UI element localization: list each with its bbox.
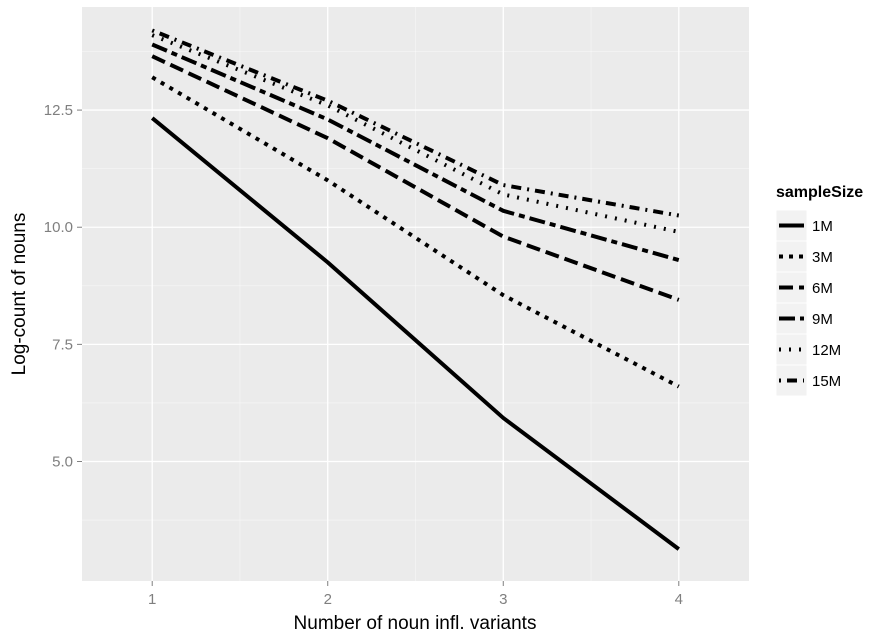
x-tick-label: 2: [324, 591, 332, 608]
x-axis-ticks: 1 2 3 4: [148, 581, 683, 608]
legend-label: 1M: [812, 218, 833, 235]
legend-item-9m: 9M: [775, 302, 833, 335]
series-line-3m: [151, 75, 680, 389]
y-axis-title: Log-count of nouns: [9, 213, 30, 376]
legend-item-12m: 12M: [775, 333, 841, 366]
series-line-1m: [150, 116, 680, 551]
legend-label: 9M: [812, 311, 833, 328]
y-axis-ticks: 5.0 7.5 10.0 12.5: [44, 102, 82, 471]
legend-key: [775, 333, 808, 366]
legend-label: 15M: [812, 373, 841, 390]
series-line-6m: [151, 54, 680, 302]
y-tick-label: 5.0: [52, 454, 73, 471]
x-tick-label: 4: [675, 591, 683, 608]
legend-title: sampleSize: [776, 184, 863, 201]
legend-label: 6M: [812, 280, 833, 297]
minor-grid: [82, 7, 749, 581]
series-line-9m: [151, 42, 680, 262]
series-lines: [150, 28, 680, 551]
legend-item-15m: 15M: [775, 364, 841, 397]
series-line-15m: [151, 28, 680, 218]
x-axis-title: Number of noun infl. variants: [294, 613, 537, 634]
y-tick-label: 10.0: [44, 219, 73, 236]
x-tick-label: 3: [499, 591, 507, 608]
legend-item-1m: 1M: [775, 209, 833, 242]
legend-label: 3M: [812, 249, 833, 266]
legend: sampleSize 1M 3M 6M 9M 12M 15M: [775, 184, 863, 397]
legend-item-6m: 6M: [775, 271, 833, 304]
x-tick-label: 1: [148, 591, 156, 608]
y-tick-label: 7.5: [52, 336, 73, 353]
y-tick-label: 12.5: [44, 102, 73, 119]
legend-item-3m: 3M: [775, 240, 833, 273]
legend-label: 12M: [812, 342, 841, 359]
